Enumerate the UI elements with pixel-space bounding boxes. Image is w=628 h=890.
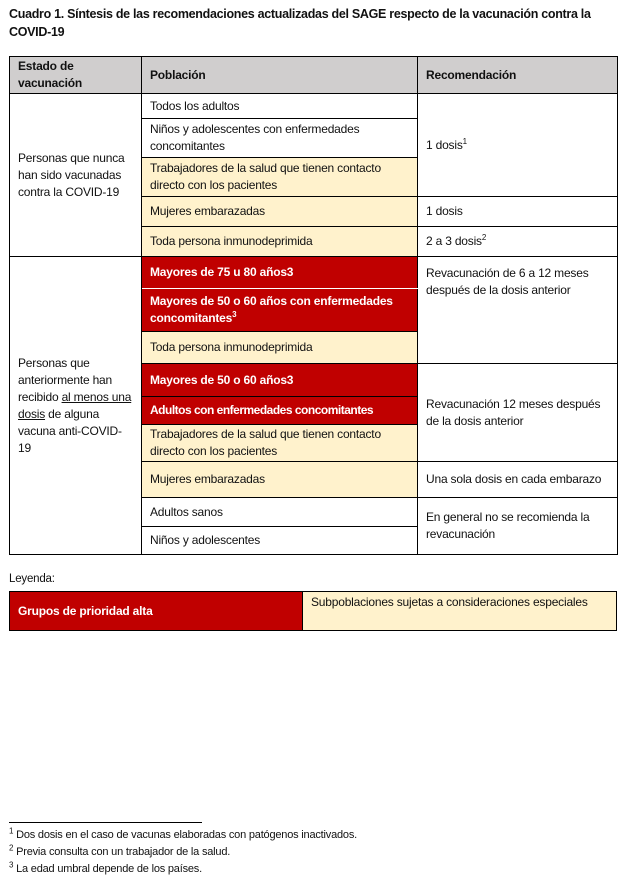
population-cell: Mujeres embarazadas (141, 196, 418, 227)
population-cell: Todos los adultos (141, 93, 418, 119)
table-row: Toda persona inmunodeprimida 2 a 3 dosis… (10, 226, 618, 257)
pop-text: Mayores de 50 o 60 años con enfermedades… (150, 294, 393, 325)
population-cell: Toda persona inmunodeprimida (141, 226, 418, 257)
state-text: de alguna vacuna anti-COVID-19 (18, 406, 122, 455)
population-cell: Niños y adolescentes (141, 526, 418, 555)
footnote-ref: 1 (462, 136, 467, 146)
header-estado: Estado de vacunación (9, 56, 142, 94)
legend-high-priority: Grupos de prioridad alta (10, 592, 303, 630)
table-row: Mayores de 50 o 60 años con enfermedades… (10, 288, 618, 332)
table-row: Niños y adolescentes con enfermedades co… (10, 118, 618, 158)
table-row: Adultos sanos En general no se recomiend… (10, 497, 618, 555)
footnote-number: 2 (9, 843, 14, 853)
footnote-text: Previa consulta con un trabajador de la … (13, 846, 231, 858)
recommendation-cell: En general no se recomienda la revacunac… (417, 497, 618, 555)
footnote-number: 3 (9, 860, 14, 870)
table-row: Adultos con enfermedades concomitantes (10, 396, 618, 425)
rec-text: 1 dosis (426, 137, 463, 152)
footnote-3: 3 La edad umbral depende de los países. (9, 860, 202, 875)
footnote-divider (9, 822, 202, 823)
table-row: Trabajadores de la salud que tienen cont… (10, 424, 618, 462)
footnote-2: 2 Previa consulta con un trabajador de l… (9, 843, 231, 858)
table-row: Trabajadores de la salud que tienen cont… (10, 157, 618, 197)
state-text: Personas que anteriormente han recibido (18, 355, 112, 404)
legend-label: Leyenda: (9, 573, 55, 585)
table-row: Mujeres embarazadas 1 dosis (10, 196, 618, 227)
table-row: Niños y adolescentes (10, 526, 618, 555)
legend: Grupos de prioridad alta Subpoblaciones … (9, 591, 617, 631)
population-cell: Mujeres embarazadas (141, 461, 418, 498)
footnote-ref: 3 (232, 310, 237, 319)
recommendation-cell: Revacunación 12 meses después de la dosi… (417, 363, 618, 462)
population-cell: Mayores de 75 u 80 años3 (141, 256, 418, 289)
recommendation-cell: Una sola dosis en cada embarazo (417, 461, 618, 498)
population-cell: Mayores de 50 o 60 años con enfermedades… (141, 288, 418, 332)
recommendations-table: Estado de vacunación Población Recomenda… (9, 56, 618, 555)
footnote-text: La edad umbral depende de los países. (13, 863, 202, 875)
table-row: Personas que anteriormente han recibido … (9, 256, 618, 555)
state-previously-vaccinated: Personas que anteriormente han recibido … (9, 256, 142, 555)
header-row: Estado de vacunación Población Recomenda… (9, 56, 618, 94)
table-row: Mujeres embarazadas Una sola dosis en ca… (10, 461, 618, 498)
recommendation-cell: 1 dosis (417, 196, 618, 227)
population-cell: Mayores de 50 o 60 años3 (141, 363, 418, 397)
header-recomendacion: Recomendación (417, 56, 618, 94)
population-cell: Adultos con enfermedades concomitantes (141, 396, 418, 425)
population-cell: Trabajadores de la salud que tienen cont… (141, 157, 418, 197)
recommendation-cell: 1 dosis1 (417, 93, 618, 197)
footnote-ref: 2 (481, 233, 487, 242)
table-row: Mayores de 50 o 60 años3 Revacunación 12… (10, 363, 618, 462)
legend-special: Subpoblaciones sujetas a consideraciones… (303, 592, 616, 630)
footnote-number: 1 (9, 826, 14, 836)
recommendation-cell: Revacunación de 6 a 12 meses después de … (417, 256, 618, 364)
population-cell: Niños y adolescentes con enfermedades co… (141, 118, 418, 158)
state-underlined: al menos una dosis (18, 389, 132, 421)
footnote-1: 1 Dos dosis en el caso de vacunas elabor… (9, 826, 357, 841)
footnote-text: Dos dosis en el caso de vacunas elaborad… (13, 829, 357, 841)
population-cell: Toda persona inmunodeprimida (141, 331, 418, 364)
rec-text: 2 a 3 dosis (426, 234, 482, 248)
population-cell: Adultos sanos (141, 497, 418, 527)
header-poblacion: Población (141, 56, 418, 94)
table-row: Personas que nunca han sido vacunadas co… (9, 93, 618, 257)
state-never-vaccinated: Personas que nunca han sido vacunadas co… (9, 93, 142, 257)
recommendation-cell: 2 a 3 dosis2 (417, 226, 618, 257)
population-cell: Trabajadores de la salud que tienen cont… (141, 424, 418, 462)
table-title: Cuadro 1. Síntesis de las recomendacione… (9, 7, 591, 39)
